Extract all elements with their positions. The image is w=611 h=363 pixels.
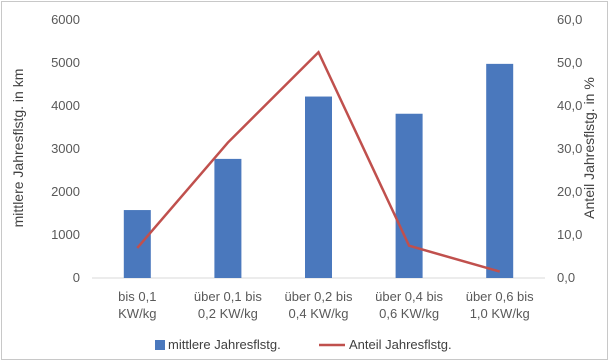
right-tick-label: 60,0	[557, 12, 582, 27]
x-tick-label: bis 0,1 KW/kg	[118, 289, 156, 321]
left-tick-label: 2000	[51, 184, 80, 199]
left-y-axis: 0 1000 2000 3000 4000 5000 6000	[51, 12, 80, 285]
right-tick-label: 10,0	[557, 227, 582, 242]
right-tick-label: 30,0	[557, 141, 582, 156]
legend-label-line: Anteil Jahresflstg.	[349, 337, 452, 352]
right-y-axis: 0,0 10,0 20,0 30,0 40,0 50,0 60,0	[557, 12, 582, 285]
left-tick-label: 0	[73, 270, 80, 285]
legend-label-bar: mittlere Jahresflstg.	[168, 337, 281, 352]
bar	[395, 113, 423, 279]
left-tick-label: 5000	[51, 55, 80, 70]
bar	[486, 63, 514, 278]
left-tick-label: 3000	[51, 141, 80, 156]
legend: mittlere Jahresflstg. Anteil Jahresflstg…	[155, 337, 452, 352]
legend-swatch-bar	[155, 340, 165, 350]
bar	[305, 96, 332, 278]
x-axis: bis 0,1 KW/kg über 0,1 bis 0,2 KW/kg über 0,…	[118, 289, 534, 321]
left-tick-label: 4000	[51, 98, 80, 113]
bar	[123, 210, 151, 278]
right-y-axis-title: Anteil Jahresflstg. in %	[581, 77, 597, 219]
left-tick-label: 6000	[51, 12, 80, 27]
right-tick-label: 50,0	[557, 55, 582, 70]
left-tick-label: 1000	[51, 227, 80, 242]
plot-area	[92, 50, 545, 279]
x-tick-label: über 0,4 bis 0,6 KW/kg	[375, 289, 443, 321]
x-tick-label: über 0,6 bis 1,0 KW/kg	[466, 289, 534, 321]
right-tick-label: 20,0	[557, 184, 582, 199]
bar	[214, 158, 242, 278]
right-tick-label: 40,0	[557, 98, 582, 113]
left-y-axis-title: mittlere Jahresflstg. in km	[10, 69, 26, 228]
x-tick-label: über 0,1 bis 0,2 KW/kg	[194, 289, 262, 321]
right-tick-label: 0,0	[557, 270, 575, 285]
x-tick-label: über 0,2 bis 0,4 KW/kg	[285, 289, 353, 321]
